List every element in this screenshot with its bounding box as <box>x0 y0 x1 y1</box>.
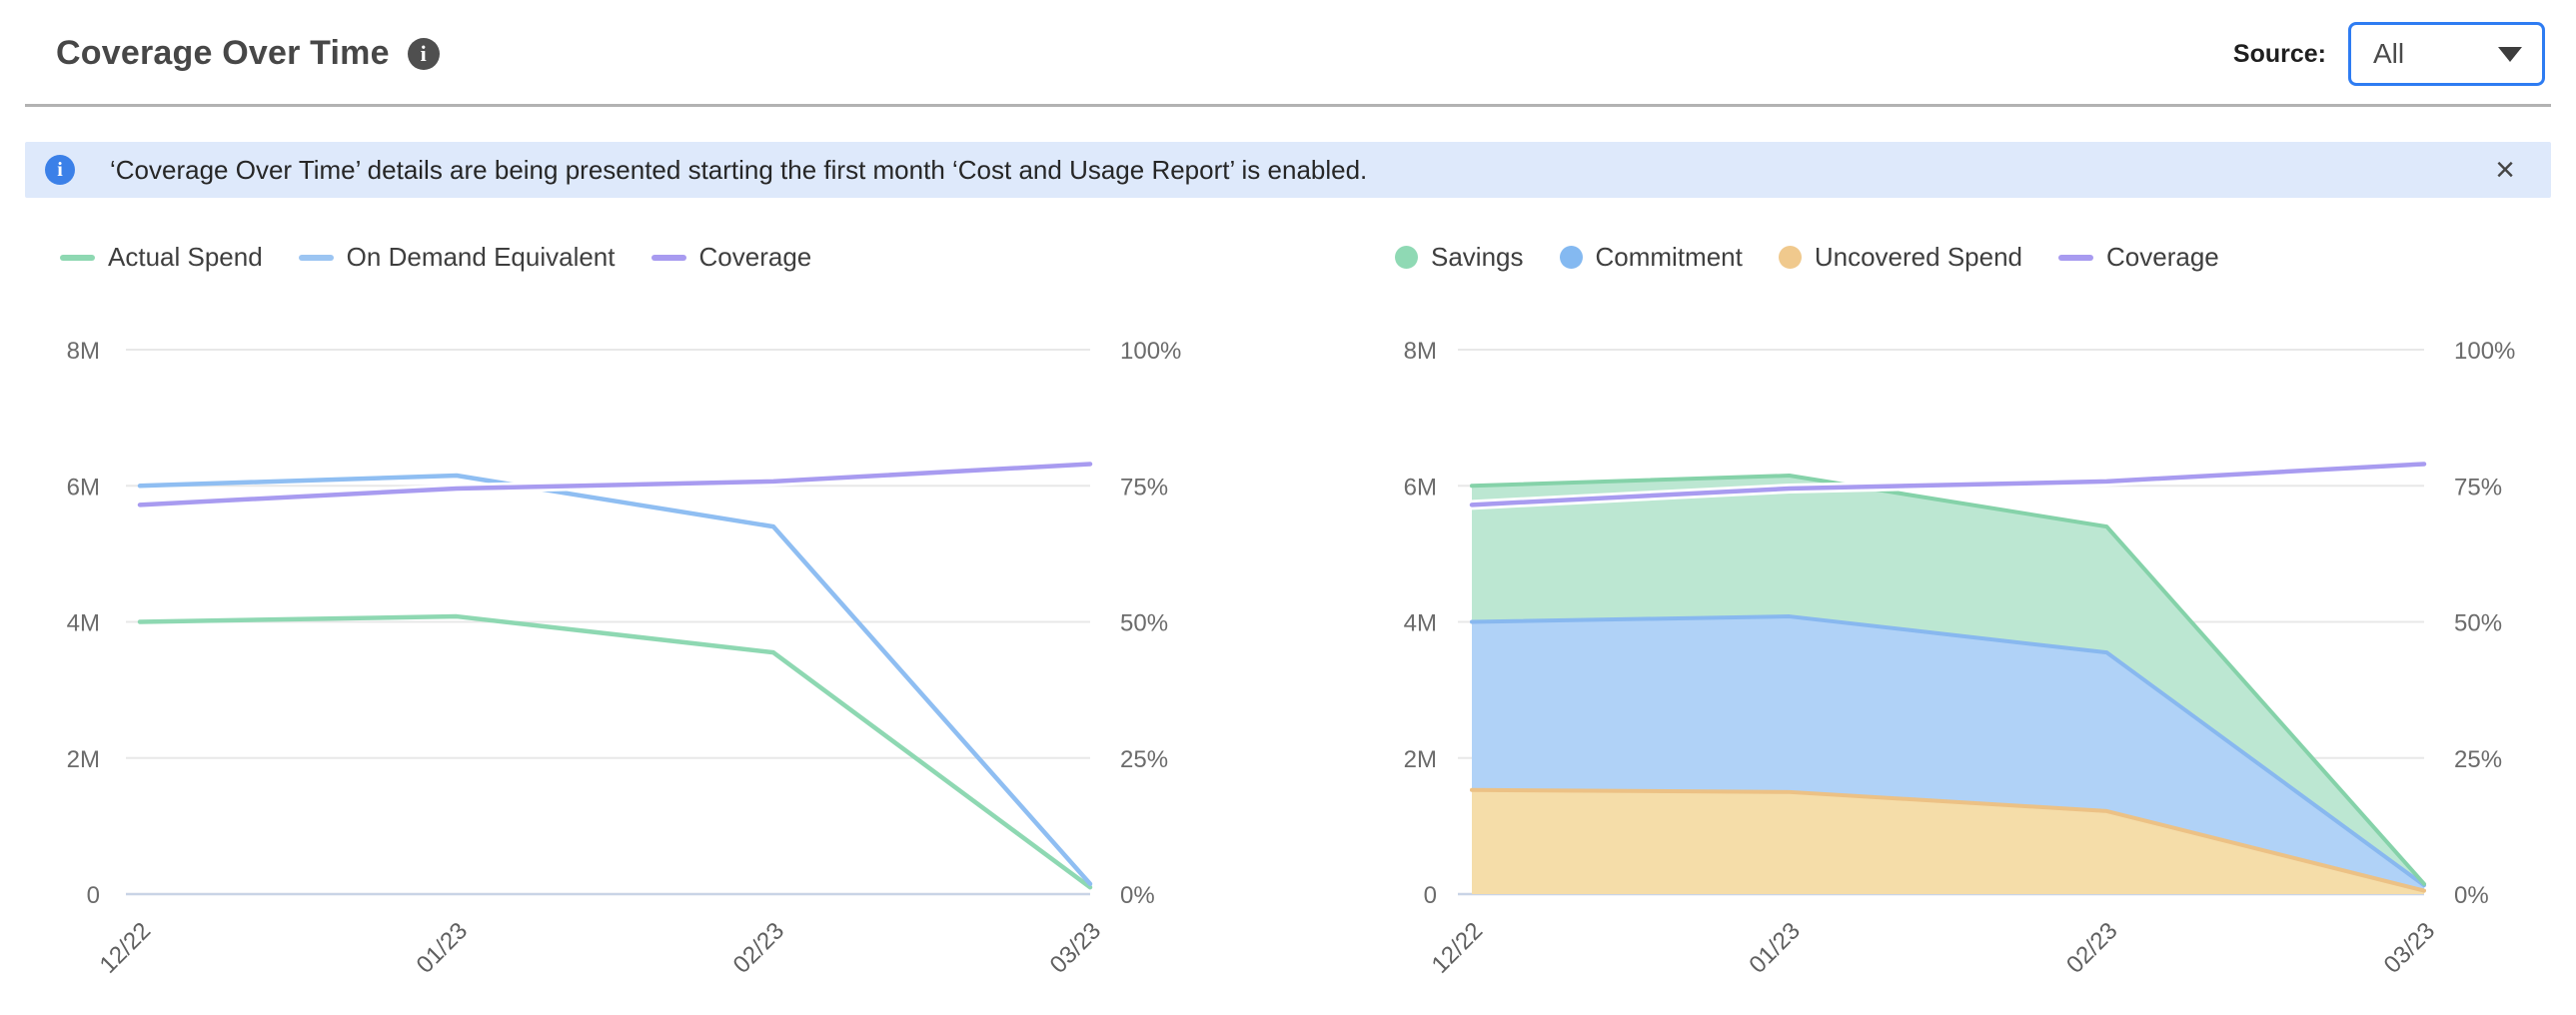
legend-item-savings[interactable]: Savings <box>1395 242 1524 273</box>
legend-label: Coverage <box>2106 242 2219 272</box>
x-axis-tick: 03/23 <box>1045 917 1107 979</box>
banner-close-icon[interactable]: × <box>2495 151 2515 189</box>
y-axis-left-tick: 6M <box>1404 474 1437 501</box>
y-axis-right-tick: 50% <box>2454 610 2502 637</box>
legend-label: Uncovered Spend <box>1814 242 2022 272</box>
header: Coverage Over Time i <box>56 34 440 73</box>
y-axis-right-tick: 100% <box>1120 338 1181 365</box>
legend-item-coverage[interactable]: Coverage <box>2058 242 2219 273</box>
legend-item-coverage[interactable]: Coverage <box>650 242 812 273</box>
uncovered-spend-swatch-icon <box>1778 246 1802 269</box>
legend-item-commitment[interactable]: Commitment <box>1559 242 1743 273</box>
area-edge-commitment <box>1470 614 2426 888</box>
info-banner: i ‘Coverage Over Time’ details are being… <box>25 142 2551 198</box>
area-edge-uncovered-spend <box>1470 787 2426 893</box>
legend-item-on-demand-equivalent[interactable]: On Demand Equivalent <box>298 242 616 273</box>
title-info-icon[interactable]: i <box>407 37 440 70</box>
x-axis-tick: 02/23 <box>728 917 790 979</box>
area-chart-legend: Savings Commitment Uncovered Spend Coverage <box>1395 242 2219 273</box>
commitment-swatch-icon <box>1559 246 1583 269</box>
coverage-line-chart: 8M 100% 6M 75% 4M 50% 2M 25% 0 0% 12/22 01/23 02/23 0… <box>67 338 1182 979</box>
actual-spend-swatch-icon <box>60 254 95 261</box>
y-axis-right-tick: 75% <box>2454 474 2502 501</box>
area-edge-savings <box>1470 474 2426 886</box>
y-axis-right-tick: 25% <box>1120 746 1168 773</box>
source-control: Source: All <box>2233 22 2545 86</box>
banner-info-icon: i <box>45 155 75 185</box>
y-axis-left-tick: 8M <box>67 338 100 365</box>
y-axis-right-tick: 50% <box>1120 610 1168 637</box>
banner-text: ‘Coverage Over Time’ details are being p… <box>110 154 1368 185</box>
chevron-down-icon <box>2498 46 2522 62</box>
x-axis-tick: 01/23 <box>1744 917 1806 979</box>
source-label: Source: <box>2232 39 2326 68</box>
page-title: Coverage Over Time <box>56 34 390 72</box>
x-axis-tick: 12/22 <box>95 917 157 979</box>
on-demand-equivalent-swatch-icon <box>298 254 334 261</box>
y-axis-right-tick: 0% <box>2454 882 2489 909</box>
y-axis-left-tick: 0 <box>87 882 100 909</box>
legend-label: Savings <box>1431 242 1524 272</box>
header-divider <box>25 104 2551 107</box>
legend-label: Coverage <box>698 242 812 272</box>
line-coverage <box>1469 462 2427 508</box>
y-axis-left-tick: 8M <box>1404 338 1437 365</box>
legend-label: Commitment <box>1595 242 1743 272</box>
y-axis-left-tick: 6M <box>67 474 100 501</box>
y-axis-left-tick: 2M <box>1404 746 1437 773</box>
x-axis-tick: 12/22 <box>1427 917 1489 979</box>
legend-label: Actual Spend <box>108 242 263 272</box>
line-coverage <box>137 462 1093 508</box>
y-axis-right-tick: 25% <box>2454 746 2502 773</box>
coverage-swatch-icon <box>2058 254 2093 261</box>
line-chart-legend: Actual Spend On Demand Equivalent Coverage <box>60 242 811 273</box>
y-axis-right-tick: 0% <box>1120 882 1155 909</box>
y-axis-left-tick: 4M <box>1404 610 1437 637</box>
x-axis-tick: 02/23 <box>2061 917 2123 979</box>
area-uncovered-spend <box>1472 789 2424 894</box>
coverage-area-chart: 8M 100% 6M 75% 4M 50% 2M 25% 0 0% 12/22 01/23 02/23 0… <box>1404 338 2516 979</box>
y-axis-right-tick: 100% <box>2454 338 2515 365</box>
source-dropdown[interactable]: All <box>2348 22 2545 86</box>
x-axis-tick: 01/23 <box>412 917 474 979</box>
y-axis-right-tick: 75% <box>1120 474 1168 501</box>
line-actual-spend <box>137 613 1093 890</box>
y-axis-left-tick: 2M <box>67 746 100 773</box>
x-axis-tick: 03/23 <box>2379 917 2441 979</box>
coverage-swatch-icon <box>650 254 686 261</box>
legend-item-uncovered-spend[interactable]: Uncovered Spend <box>1778 242 2022 273</box>
savings-swatch-icon <box>1395 246 1418 269</box>
legend-label: On Demand Equivalent <box>346 242 616 272</box>
source-dropdown-value: All <box>2373 38 2405 69</box>
y-axis-left-tick: 4M <box>67 610 100 637</box>
legend-item-actual-spend[interactable]: Actual Spend <box>60 242 263 273</box>
y-axis-left-tick: 0 <box>1424 882 1437 909</box>
line-on-demand-equivalent <box>137 473 1093 887</box>
